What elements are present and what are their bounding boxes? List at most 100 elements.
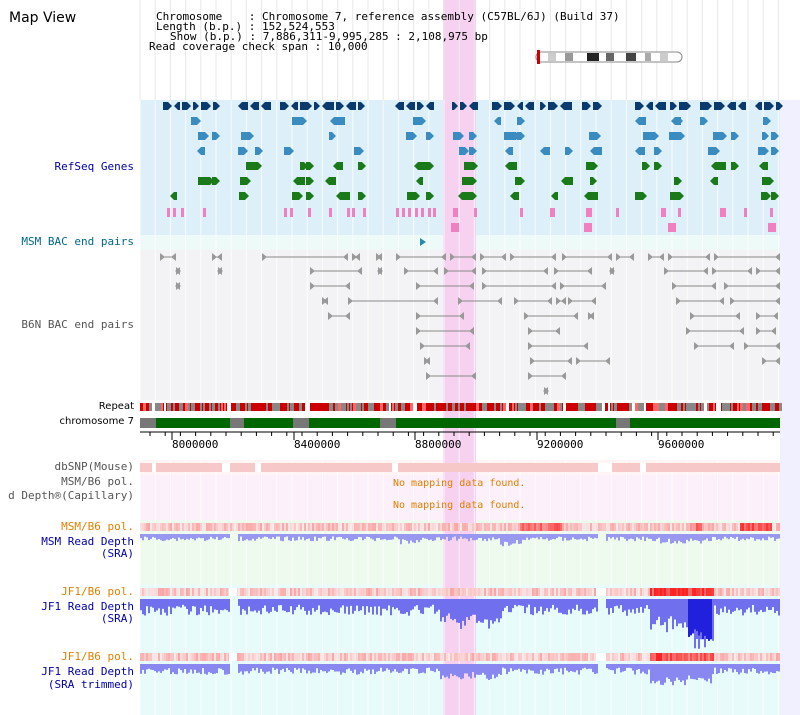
polymorphism-cell [748,523,750,531]
read-depth-bar [750,534,752,538]
read-depth-bar [560,534,562,537]
repeat-element [401,403,405,411]
repeat-element [452,403,455,411]
read-depth-bar [458,599,460,623]
read-depth-bar [186,599,188,609]
polymorphism-cell [572,653,574,661]
polymorphism-cell [486,523,488,531]
polymorphism-cell [734,588,736,596]
polymorphism-cell [262,588,264,596]
read-depth-bar [418,599,420,610]
read-depth-bar [532,664,534,671]
label-b6n-bac[interactable]: B6N BAC end pairs [21,318,134,331]
read-depth-bar [262,664,264,672]
polymorphism-cell [668,523,670,531]
read-depth-bar [260,534,262,539]
read-depth-bar [752,664,754,669]
read-depth-bar [308,664,310,671]
polymorphism-cell [222,653,224,661]
read-depth-bar [676,534,678,544]
polymorphism-cell [454,653,456,661]
label-jf1-read-depth-trimmed[interactable]: JF1 Read Depth [41,665,134,678]
polymorphism-gap [229,588,237,596]
read-depth-bar [672,534,674,543]
label-msm-pol-sra[interactable]: MSM/B6 pol. [61,520,134,533]
bac-end-pair [609,267,615,275]
read-depth-bar [770,534,772,538]
polymorphism-cell [618,523,620,531]
read-depth-bar [456,534,458,541]
polymorphism-cell [298,523,300,531]
read-depth-bar [714,664,716,668]
polymorphism-cell [690,653,692,661]
read-depth-bar [362,599,364,607]
polymorphism-cell [490,523,492,531]
gene-feature [758,147,769,155]
polymorphism-cell [472,588,474,596]
polymorphism-cell [754,653,756,661]
label-msm-read-depth[interactable]: MSM Read Depth [41,535,134,548]
read-depth-bar [776,599,778,611]
label-refseq-genes[interactable]: RefSeq Genes [54,160,134,173]
label-msm-pol-cap[interactable]: MSM/B6 pol. [61,475,134,488]
polymorphism-cell [644,588,646,596]
read-depth-bar [720,534,722,541]
read-depth-bar [246,599,248,615]
label-msm-depth-cap[interactable]: d Depth®(Capillary) [8,490,134,502]
read-depth-bar [214,534,216,540]
polymorphism-cell [580,523,582,531]
read-depth-bar [300,599,302,610]
polymorphism-cell [172,523,174,531]
gene-feature [713,132,727,140]
read-depth-bar [170,599,172,615]
repeat-element [752,403,756,411]
polymorphism-gap [596,653,606,661]
polymorphism-cell [158,588,160,596]
read-depth-bar [312,534,314,542]
dbsnp-gap [640,463,646,472]
refseq-small-feature [181,208,184,217]
read-depth-bar [688,664,690,676]
read-depth-bar [640,599,642,607]
read-depth-bar [258,664,260,673]
polymorphism-cell [426,588,428,596]
read-depth-bar [552,534,554,540]
read-depth-bar [514,599,516,605]
read-depth-bar [466,599,468,618]
read-depth-bar [428,534,430,541]
read-depth-bar [440,534,442,541]
label-jf1-read-depth[interactable]: JF1 Read Depth [41,600,134,613]
polymorphism-cell [544,588,546,596]
label-jf1-pol-sra[interactable]: JF1/B6 pol. [61,585,134,598]
read-depth-bar [482,664,484,673]
read-depth-bar [666,664,668,678]
read-depth-bar [522,599,524,606]
label-dbsnp[interactable]: dbSNP(Mouse) [54,460,134,473]
gene-feature [759,162,768,170]
gene-feature [292,117,307,125]
polymorphism-cell [166,653,168,661]
label-msm-bac[interactable]: MSM BAC end pairs [21,235,134,248]
read-depth-bar [454,664,456,675]
polymorphism-cell [722,653,724,661]
polymorphism-cell [264,523,266,531]
repeat-element [545,403,549,411]
read-depth-bar [360,599,362,611]
polymorphism-cell [670,588,672,596]
read-depth-bar [658,534,660,538]
label-jf1-pol-trimmed[interactable]: JF1/B6 pol. [61,650,134,663]
read-depth-bar [526,599,528,608]
read-depth-bar [248,534,250,541]
repeat-element [524,403,526,411]
read-depth-bar [674,664,676,681]
polymorphism-cell [296,653,298,661]
read-depth-bar [518,599,520,606]
polymorphism-cell [442,588,444,596]
refseq-small-feature [396,208,399,217]
read-depth-bar [544,534,546,540]
polymorphism-cell [140,523,142,531]
polymorphism-cell [622,653,624,661]
read-depth-bar [662,664,664,686]
repeat-element [494,403,496,411]
